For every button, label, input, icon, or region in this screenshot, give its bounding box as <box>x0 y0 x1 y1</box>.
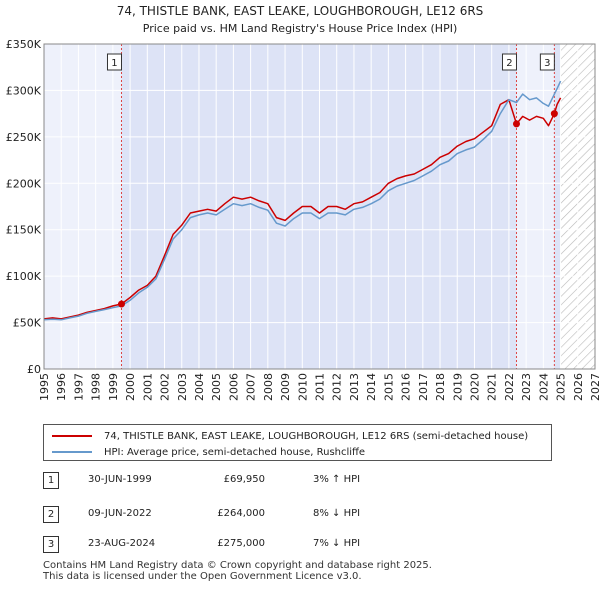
sale-row: 1 30-JUN-1999 £69,950 3% ↑ HPI <box>43 472 563 492</box>
x-tick-label: 2004 <box>193 373 206 401</box>
x-tick-label: 2011 <box>314 373 327 401</box>
x-tick-label: 2003 <box>176 373 189 401</box>
x-tick-label: 2026 <box>572 373 585 401</box>
footer-attribution: Contains HM Land Registry data © Crown c… <box>43 560 432 582</box>
x-tick-label: 2010 <box>296 373 309 401</box>
legend-item-hpi: HPI: Average price, semi-detached house,… <box>52 444 365 460</box>
footer-line-licence: This data is licensed under the Open Gov… <box>43 571 362 582</box>
sale-price: £69,950 <box>223 474 265 485</box>
x-tick-label: 2021 <box>486 373 499 401</box>
sale-number-label: 1 <box>111 58 117 69</box>
chart-legend: 74, THISTLE BANK, EAST LEAKE, LOUGHBOROU… <box>43 424 552 461</box>
property-price-line <box>43 97 562 320</box>
sale-number-label-box <box>539 53 555 71</box>
x-tick-label: 2027 <box>589 373 600 401</box>
x-tick-label: 2000 <box>124 373 137 401</box>
y-tick-label: £100K <box>6 270 42 283</box>
legend-item-property: 74, THISTLE BANK, EAST LEAKE, LOUGHBOROU… <box>52 428 528 444</box>
x-tick-label: 2005 <box>210 373 223 401</box>
hpi-line <box>43 80 562 321</box>
sale-row: 3 23-AUG-2024 £275,000 7% ↓ HPI <box>43 536 563 556</box>
x-tick-label: 2019 <box>451 373 464 401</box>
x-tick-label: 1997 <box>72 373 85 401</box>
x-tick-label: 2013 <box>348 373 361 401</box>
y-tick-label: £150K <box>6 224 42 237</box>
sale-hpi-diff: 7% ↓ HPI <box>313 538 361 549</box>
x-tick-label: 2008 <box>262 373 275 401</box>
y-tick-label: £50K <box>13 317 42 330</box>
x-tick-label: 2009 <box>279 373 292 401</box>
x-tick-label: 2007 <box>245 373 258 401</box>
sale-date: 23-AUG-2024 <box>88 538 156 549</box>
chart-title: 74, THISTLE BANK, EAST LEAKE, LOUGHBOROU… <box>117 4 484 18</box>
x-tick-label: 2018 <box>434 373 447 401</box>
x-tick-label: 2020 <box>468 373 481 401</box>
legend-label-hpi: HPI: Average price, semi-detached house,… <box>104 446 366 458</box>
sale-date: 30-JUN-1999 <box>88 474 152 485</box>
sale-number-label-box <box>106 53 122 71</box>
plot-frame <box>43 43 596 370</box>
sale-point <box>117 300 125 308</box>
ownership-period-band <box>121 44 517 369</box>
ownership-period-band <box>554 44 561 369</box>
x-tick-label: 1996 <box>55 373 68 401</box>
legend-swatch-hpi <box>52 451 92 453</box>
sale-row: 2 09-JUN-2022 £264,000 8% ↓ HPI <box>43 506 563 526</box>
y-tick-label: £300K <box>6 84 42 97</box>
x-tick-label: 2016 <box>400 373 413 401</box>
x-tick-label: 1998 <box>90 373 103 401</box>
sale-number-label-box <box>501 53 517 71</box>
x-tick-label: 2012 <box>331 373 344 401</box>
y-tick-label: £350K <box>6 38 42 51</box>
sale-number-badge: 3 <box>43 536 59 553</box>
x-tick-label: 1995 <box>38 373 51 401</box>
x-tick-label: 2015 <box>382 373 395 401</box>
y-tick-label: £250K <box>6 131 42 144</box>
sale-date: 09-JUN-2022 <box>88 508 152 519</box>
legend-label-property: 74, THISTLE BANK, EAST LEAKE, LOUGHBOROU… <box>104 430 529 442</box>
x-tick-label: 2022 <box>503 373 516 401</box>
x-tick-label: 2025 <box>555 373 568 401</box>
legend-swatch-property <box>52 435 92 437</box>
sale-number-label: 3 <box>544 58 550 69</box>
y-tick-label: £0 <box>27 363 41 376</box>
price-chart: 74, THISTLE BANK, EAST LEAKE, LOUGHBOROU… <box>6 4 600 401</box>
sale-hpi-diff: 3% ↑ HPI <box>313 474 361 485</box>
x-tick-label: 2001 <box>141 373 154 401</box>
x-tick-label: 1999 <box>107 373 120 401</box>
sale-number-label: 2 <box>506 58 512 69</box>
x-tick-label: 2002 <box>159 373 172 401</box>
sale-number-badge: 2 <box>43 506 59 523</box>
x-tick-label: 2024 <box>537 373 550 401</box>
chart-subtitle: Price paid vs. HM Land Registry's House … <box>143 22 458 35</box>
sale-point <box>512 120 520 128</box>
sale-hpi-diff: 8% ↓ HPI <box>313 508 361 519</box>
sale-number-badge: 1 <box>43 472 59 489</box>
sale-price: £275,000 <box>217 538 265 549</box>
x-tick-label: 2006 <box>227 373 240 401</box>
sale-price: £264,000 <box>217 508 265 519</box>
footer-line-copyright: Contains HM Land Registry data © Crown c… <box>43 560 432 571</box>
x-tick-label: 2014 <box>365 373 378 401</box>
sale-point <box>550 110 558 118</box>
x-tick-label: 2017 <box>417 373 430 401</box>
y-tick-label: £200K <box>6 177 42 190</box>
x-tick-label: 2023 <box>520 373 533 401</box>
